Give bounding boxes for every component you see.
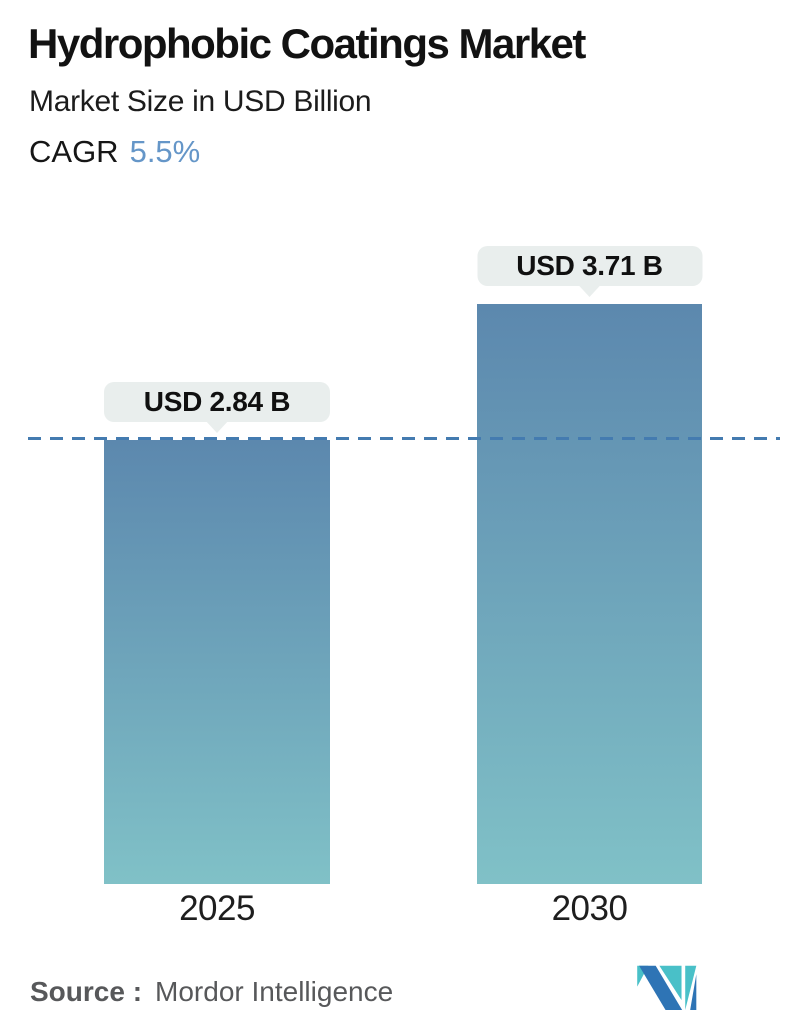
category-label-2025: 2025 [179,889,255,928]
bar-group-2030: USD 3.71 B 2030 [477,0,702,928]
source-label: Source : [30,976,143,1007]
source-line: Source : Mordor Intelligence [30,976,393,1008]
category-label-2030: 2030 [551,889,628,928]
mordor-intelligence-logo-icon [637,965,697,1010]
chart-subtitle: Market Size in USD Billion [29,85,372,118]
page-title: Hydrophobic Coatings Market [28,20,586,67]
value-callout-2030: USD 3.71 B [477,246,702,286]
value-callout-2025: USD 2.84 B [104,382,330,422]
cagr-label: CAGR [29,134,119,169]
reference-dashed-line [28,437,780,440]
bar-2030 [477,304,702,884]
cagr-value: 5.5% [129,134,201,169]
value-label-2025: USD 2.84 B [143,386,291,417]
source-value: Mordor Intelligence [155,976,394,1007]
bar-chart: USD 2.84 B 2025 USD 3.71 B 2030 [0,0,796,884]
bar-group-2025: USD 2.84 B 2025 [104,0,330,928]
bar-2025 [104,440,330,884]
logo-blue-diagonal [639,965,683,1010]
value-label-2030: USD 3.71 B [516,250,663,281]
cagr-line: CAGR 5.5% [29,134,200,170]
